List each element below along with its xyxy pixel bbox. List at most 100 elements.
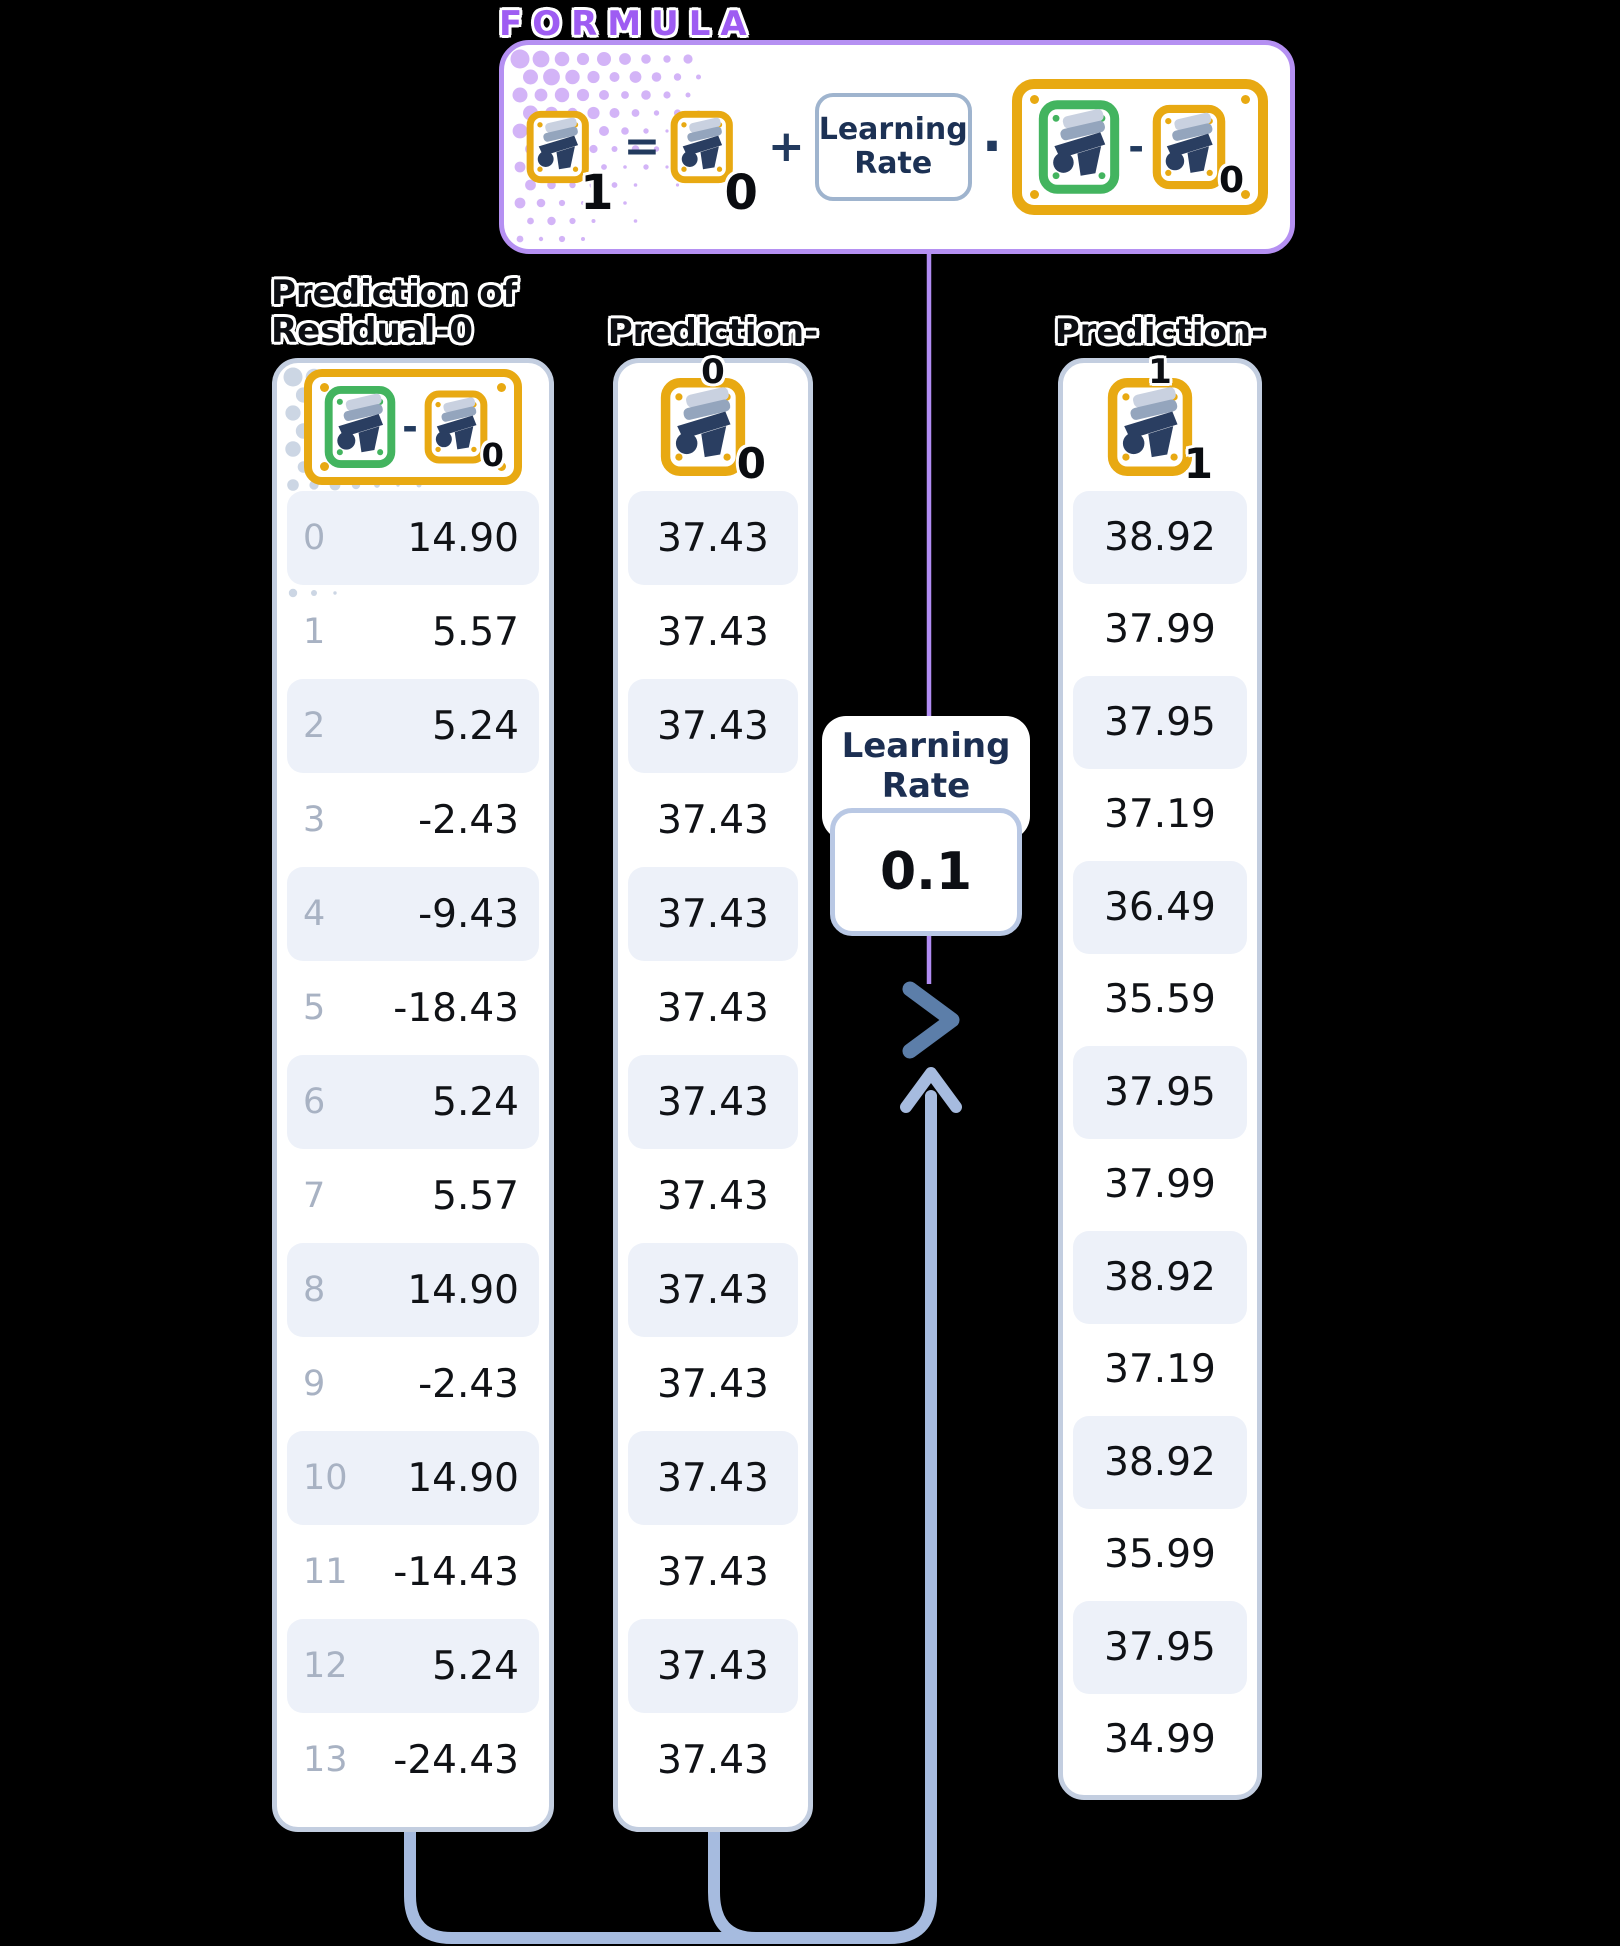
residual-column-connector [404, 1090, 937, 1944]
table-row: 37.43 [628, 1619, 798, 1713]
cell-value: 5.57 [432, 1173, 519, 1219]
cell-value: 38.92 [1104, 1254, 1216, 1300]
learning-rate-value: 0.1 [879, 842, 973, 902]
cell-value: -14.43 [393, 1549, 519, 1595]
corner-dot [1241, 95, 1250, 104]
row-index: 5 [303, 988, 326, 1028]
column-title-text: Prediction [1054, 312, 1252, 352]
prediction-0-icon: 0 [660, 377, 766, 485]
learning-rate-value-box: 0.1 [830, 808, 1022, 936]
table-row: 37.43 [628, 1337, 798, 1431]
cell-value: 37.95 [1104, 1624, 1216, 1670]
actual-value-icon [324, 385, 396, 469]
prediction1-column-header: 1 [1063, 363, 1257, 491]
prediction-card-art [1107, 377, 1193, 477]
cell-value: 38.92 [1104, 1439, 1216, 1485]
cell-value: 35.59 [1104, 977, 1216, 1023]
table-row: 12 5.24 [287, 1619, 539, 1713]
cell-value: 37.43 [657, 703, 769, 749]
table-row: 37.95 [1073, 1601, 1247, 1694]
cell-value: 37.43 [657, 1643, 769, 1689]
subscript-0: 0 [736, 439, 766, 488]
column-title-prediction1: Prediction-1 [1048, 312, 1272, 392]
minus-sign: - [1128, 125, 1144, 169]
table-row: 37.19 [1073, 1324, 1247, 1417]
prediction-1-icon: 1 [526, 89, 613, 217]
cell-value: -18.43 [393, 985, 519, 1031]
cell-value: 37.43 [657, 891, 769, 937]
cell-value: -2.43 [418, 1361, 519, 1407]
corner-dot [496, 383, 506, 392]
table-row: 37.43 [628, 679, 798, 773]
cell-value: 14.90 [407, 1455, 519, 1501]
cell-value: 37.43 [657, 515, 769, 561]
prediction-card-art [324, 385, 396, 469]
table-row: 37.99 [1073, 1139, 1247, 1232]
actual-value-icon [1038, 99, 1120, 195]
cell-value: 37.95 [1104, 699, 1216, 745]
table-row: 37.43 [628, 1055, 798, 1149]
equals-sign: = [623, 121, 661, 172]
cell-value: 37.43 [657, 1737, 769, 1783]
table-row: 8 14.90 [287, 1243, 539, 1337]
row-index: 0 [303, 518, 326, 558]
prediction0-column-card: 0 37.43 37.43 37.43 37.43 37.43 37.43 37.43 37.… [613, 358, 813, 1832]
corner-dot [496, 462, 506, 471]
prediction0-column-header: 0 [618, 363, 808, 491]
row-index: 8 [303, 1270, 326, 1310]
row-index: 12 [303, 1646, 348, 1686]
table-row: 37.43 [628, 773, 798, 867]
table-row: 0 14.90 [287, 491, 539, 585]
cell-value: 37.99 [1104, 1162, 1216, 1208]
cell-value: 37.43 [657, 797, 769, 843]
row-index: 10 [303, 1458, 348, 1498]
prediction-card-art [1152, 103, 1226, 191]
table-row: 37.43 [628, 961, 798, 1055]
prediction-card-art [660, 377, 746, 477]
table-row: 37.43 [628, 1713, 798, 1807]
residual-expression-icon: - 0 [304, 369, 522, 485]
row-index: 3 [303, 800, 326, 840]
table-row: 9 -2.43 [287, 1337, 539, 1431]
learning-rate-chip-line2: Rate [854, 146, 933, 181]
subscript-0: 0 [481, 436, 504, 474]
cell-value: 5.24 [432, 1079, 519, 1125]
table-row: 36.49 [1073, 861, 1247, 954]
table-row: 37.43 [628, 1243, 798, 1337]
prediction-card-art [1038, 99, 1120, 195]
row-index: 4 [303, 894, 326, 934]
row-index: 13 [303, 1740, 348, 1780]
table-row: 5 -18.43 [287, 961, 539, 1055]
cell-value: 5.24 [432, 703, 519, 749]
table-row: 35.59 [1073, 954, 1247, 1047]
prediction1-column-card: 1 38.92 37.99 37.95 37.19 36.49 35.59 37.95 37.… [1058, 358, 1262, 1800]
formula-title: FORMULA [499, 4, 757, 44]
cell-value: 36.49 [1104, 884, 1216, 930]
row-index: 7 [303, 1176, 326, 1216]
prediction-0-icon: 0 [424, 389, 504, 471]
cell-value: 34.99 [1104, 1717, 1216, 1763]
cell-value: 37.43 [657, 1267, 769, 1313]
table-row: 1 5.57 [287, 585, 539, 679]
row-index: 9 [303, 1364, 326, 1404]
column-title-prediction0: Prediction-0 [605, 312, 821, 392]
cell-value: 38.92 [1104, 514, 1216, 560]
corner-dot [1241, 190, 1250, 199]
formula-box: 1 = 0 + Learning Rate · - 0 [499, 40, 1295, 254]
column-title-text: Prediction [607, 312, 805, 352]
table-row: 37.43 [628, 491, 798, 585]
cell-value: 37.43 [657, 1079, 769, 1125]
table-row: 37.43 [628, 867, 798, 961]
subscript-0: 0 [724, 165, 758, 221]
subscript-1: 1 [1183, 439, 1213, 488]
column-title-suffix: -0 [435, 311, 474, 351]
cell-value: 5.24 [432, 1643, 519, 1689]
table-row: 37.43 [628, 1431, 798, 1525]
cell-value: 35.99 [1104, 1532, 1216, 1578]
prediction1-rows: 38.92 37.99 37.95 37.19 36.49 35.59 37.95 37.99… [1063, 491, 1257, 1786]
table-row: 37.19 [1073, 769, 1247, 862]
table-row: 10 14.90 [287, 1431, 539, 1525]
column-title-suffix: -0 [701, 312, 819, 392]
table-row: 11 -14.43 [287, 1525, 539, 1619]
learning-rate-label-line1: Learning [841, 726, 1011, 766]
